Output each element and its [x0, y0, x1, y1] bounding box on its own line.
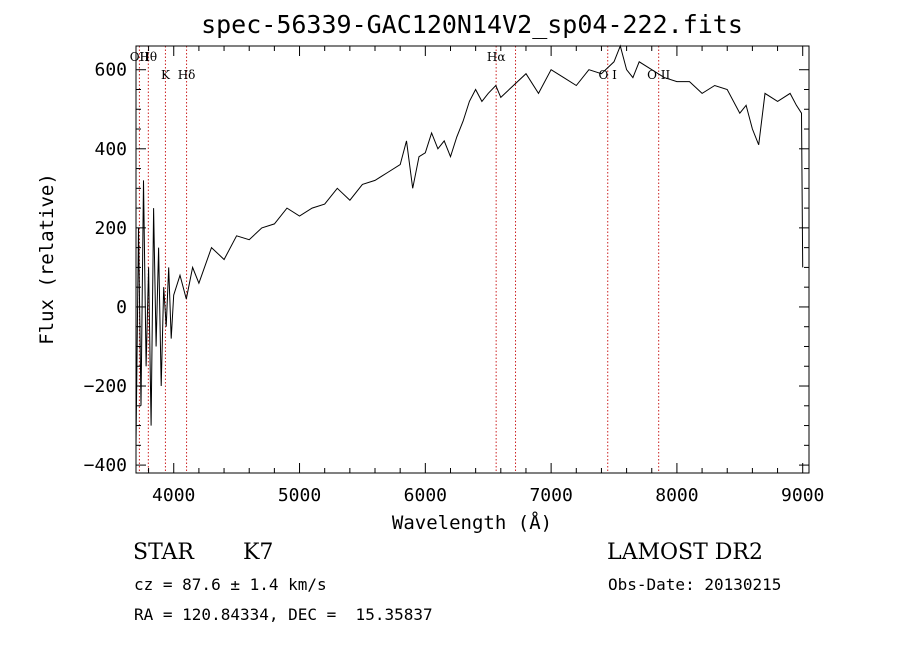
- x-tick-label: 8000: [655, 485, 698, 506]
- y-axis-label: Flux (relative): [36, 173, 58, 345]
- y-tick-label: 0: [116, 297, 127, 318]
- x-tick-label: 7000: [529, 485, 572, 506]
- x-tick-label: 6000: [404, 485, 447, 506]
- x-tick-label: 4000: [152, 485, 195, 506]
- spectral-line-label: Hα: [487, 50, 506, 64]
- spectral-line-label: Hθ: [139, 50, 157, 64]
- y-tick-label: −200: [84, 376, 127, 397]
- x-tick-label: 5000: [278, 485, 321, 506]
- object-subclass: K7: [243, 540, 274, 565]
- spectrum-line: [135, 44, 804, 446]
- y-tick-label: 400: [94, 139, 127, 160]
- y-axis-ticks: −400 −200 0 200 400 600: [84, 60, 809, 476]
- survey-name: LAMOST DR2: [607, 540, 763, 565]
- spectral-line-label: OII: [130, 50, 150, 64]
- spectral-line-label: O I: [599, 68, 618, 82]
- spectral-line-label: O II: [647, 68, 670, 82]
- spectral-line-label: K: [161, 68, 171, 82]
- spectral-line-label: Hδ: [178, 68, 196, 82]
- object-type: STAR: [133, 540, 194, 565]
- x-axis-label: Wavelength (Å): [392, 511, 552, 534]
- chart-title: spec-56339-GAC120N14V2_sp04-222.fits: [201, 10, 743, 39]
- x-tick-label: 9000: [781, 485, 824, 506]
- redshift-text: cz = 87.6 ± 1.4 km/s: [134, 575, 327, 594]
- plot-frame: [135, 45, 810, 474]
- x-axis-ticks: 4000 5000 6000 7000 8000 9000: [148, 46, 824, 506]
- y-tick-label: 600: [94, 60, 127, 81]
- y-tick-label: −400: [84, 455, 127, 476]
- coordinates-text: RA = 120.84334, DEC = 15.35837: [134, 605, 433, 624]
- y-tick-label: 200: [94, 218, 127, 239]
- obs-date-text: Obs-Date: 20130215: [608, 575, 782, 594]
